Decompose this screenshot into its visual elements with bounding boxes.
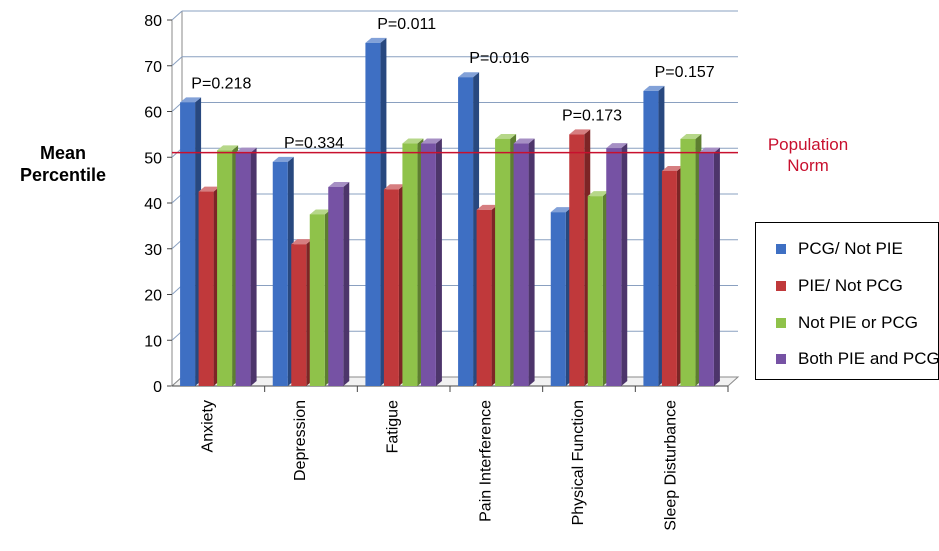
bar-side-pain-interference-both-pie-and-pcg — [528, 138, 535, 386]
bar-anxiety-not-pie-or-pcg — [217, 150, 233, 386]
bar-depression-not-pie-or-pcg — [309, 214, 325, 386]
pvalue-fatigue: P=0.011 — [377, 16, 436, 33]
y-axis-label: Mean Percentile — [8, 142, 118, 186]
bar-top-physical-function-both-pie-and-pcg — [606, 143, 628, 149]
bar-anxiety-pie-not-pcg — [198, 191, 214, 386]
bar-top-anxiety-not-pie-or-pcg — [217, 145, 239, 151]
bar-side-anxiety-both-pie-and-pcg — [250, 147, 257, 386]
bar-fatigue-pie-not-pcg — [383, 189, 399, 386]
bar-top-pain-interference-pie-not-pcg — [476, 204, 498, 210]
pvalue-physical-function: P=0.173 — [562, 107, 622, 124]
bar-top-depression-pcg-not-pie — [272, 156, 294, 162]
bar-top-physical-function-not-pie-or-pcg — [587, 191, 609, 197]
bar-anxiety-both-pie-and-pcg — [235, 152, 251, 386]
legend-item-not-pie-or-pcg: Not PIE or PCG — [776, 313, 918, 333]
x-tick-label-pain-interference: Pain Interference — [477, 400, 494, 522]
bar-top-sleep-disturbance-pcg-not-pie — [643, 85, 665, 91]
bar-fatigue-both-pie-and-pcg — [420, 143, 436, 386]
bar-side-sleep-disturbance-both-pie-and-pcg — [713, 147, 720, 386]
bar-top-depression-not-pie-or-pcg — [309, 209, 331, 215]
y-tick-label-30: 30 — [144, 242, 162, 259]
y-tick-label-10: 10 — [144, 333, 162, 350]
bar-top-fatigue-not-pie-or-pcg — [402, 138, 424, 144]
bar-top-fatigue-pie-not-pcg — [383, 184, 405, 190]
bar-top-anxiety-pie-not-pcg — [198, 186, 220, 192]
y-tick-label-20: 20 — [144, 288, 162, 305]
bar-physical-function-pcg-not-pie — [550, 212, 566, 386]
bar-top-depression-pie-not-pcg — [291, 239, 313, 245]
x-tick-label-fatigue: Fatigue — [385, 400, 402, 453]
y-tick-label-60: 60 — [144, 105, 162, 122]
bar-depression-both-pie-and-pcg — [328, 186, 344, 386]
bar-top-sleep-disturbance-not-pie-or-pcg — [680, 133, 702, 139]
bar-side-depression-both-pie-and-pcg — [343, 181, 350, 386]
y-tick-label-70: 70 — [144, 59, 162, 76]
bar-anxiety-pcg-not-pie — [180, 102, 196, 386]
y-tick-label-80: 80 — [144, 13, 162, 30]
bar-top-sleep-disturbance-pie-not-pcg — [661, 165, 683, 171]
bar-top-pain-interference-both-pie-and-pcg — [513, 138, 535, 144]
bar-top-pain-interference-pcg-not-pie — [458, 72, 480, 78]
bar-side-fatigue-both-pie-and-pcg — [435, 138, 442, 386]
bar-sleep-disturbance-pcg-not-pie — [643, 90, 659, 386]
bar-physical-function-pie-not-pcg — [569, 134, 585, 386]
x-tick-label-anxiety: Anxiety — [199, 400, 216, 452]
bar-top-sleep-disturbance-both-pie-and-pcg — [698, 147, 720, 153]
bar-top-depression-both-pie-and-pcg — [328, 181, 350, 187]
legend-label-pie-not-pcg: PIE/ Not PCG — [798, 276, 903, 295]
bar-top-physical-function-pcg-not-pie — [550, 207, 572, 213]
pvalue-sleep-disturbance: P=0.157 — [655, 64, 715, 81]
bar-top-anxiety-pcg-not-pie — [180, 97, 202, 103]
bar-pain-interference-not-pie-or-pcg — [495, 138, 511, 386]
y-tick-label-40: 40 — [144, 196, 162, 213]
pvalue-pain-interference: P=0.016 — [469, 50, 529, 67]
y-tick-label-50: 50 — [144, 150, 162, 167]
legend-swatch-not-pie-or-pcg — [776, 318, 786, 328]
legend-label-both-pie-and-pcg: Both PIE and PCG — [798, 349, 939, 368]
population-norm-label-line-1: Population — [767, 135, 849, 154]
bar-fatigue-not-pie-or-pcg — [402, 143, 418, 386]
legend-item-pie-not-pcg: PIE/ Not PCG — [776, 276, 903, 296]
legend-item-both-pie-and-pcg: Both PIE and PCG — [776, 349, 939, 369]
population-norm-label: Population Norm — [748, 134, 868, 176]
y-axis-label-line-1: Mean — [39, 143, 86, 163]
bar-sleep-disturbance-both-pie-and-pcg — [698, 152, 714, 386]
bar-physical-function-not-pie-or-pcg — [587, 196, 603, 386]
legend: PCG/ Not PIE PIE/ Not PCG Not PIE or PCG… — [755, 222, 939, 380]
bar-sleep-disturbance-not-pie-or-pcg — [680, 138, 696, 386]
x-tick-label-sleep-disturbance: Sleep Disturbance — [663, 400, 680, 531]
x-tick-label-physical-function: Physical Function — [570, 400, 587, 525]
x-tick-label-depression: Depression — [292, 400, 309, 481]
y-tick-label-0: 0 — [153, 379, 162, 396]
bar-pain-interference-both-pie-and-pcg — [513, 143, 529, 386]
gridline-diag-80 — [171, 10, 183, 21]
bar-top-fatigue-both-pie-and-pcg — [420, 138, 442, 144]
legend-item-pcg-not-pie: PCG/ Not PIE — [776, 239, 903, 259]
gridline-diag-70 — [171, 56, 183, 67]
legend-swatch-both-pie-and-pcg — [776, 354, 786, 364]
pvalue-depression: P=0.334 — [284, 135, 344, 152]
legend-label-pcg-not-pie: PCG/ Not PIE — [798, 239, 903, 258]
bar-top-pain-interference-not-pie-or-pcg — [495, 133, 517, 139]
bar-side-physical-function-both-pie-and-pcg — [621, 143, 628, 386]
y-axis-label-line-2: Percentile — [19, 165, 107, 185]
bar-fatigue-pcg-not-pie — [365, 42, 381, 386]
bar-top-physical-function-pie-not-pcg — [569, 129, 591, 135]
bar-physical-function-both-pie-and-pcg — [606, 148, 622, 386]
bar-depression-pcg-not-pie — [272, 161, 288, 386]
bar-depression-pie-not-pcg — [291, 244, 307, 386]
bar-sleep-disturbance-pie-not-pcg — [661, 170, 677, 386]
bar-pain-interference-pie-not-pcg — [476, 209, 492, 386]
legend-swatch-pcg-not-pie — [776, 244, 786, 254]
bar-top-fatigue-pcg-not-pie — [365, 37, 387, 43]
legend-label-not-pie-or-pcg: Not PIE or PCG — [798, 313, 918, 332]
population-norm-label-line-2: Norm — [787, 156, 829, 175]
pvalue-anxiety: P=0.218 — [191, 75, 251, 92]
legend-swatch-pie-not-pcg — [776, 281, 786, 291]
bar-top-anxiety-both-pie-and-pcg — [235, 147, 257, 153]
bar-pain-interference-pcg-not-pie — [458, 77, 474, 386]
